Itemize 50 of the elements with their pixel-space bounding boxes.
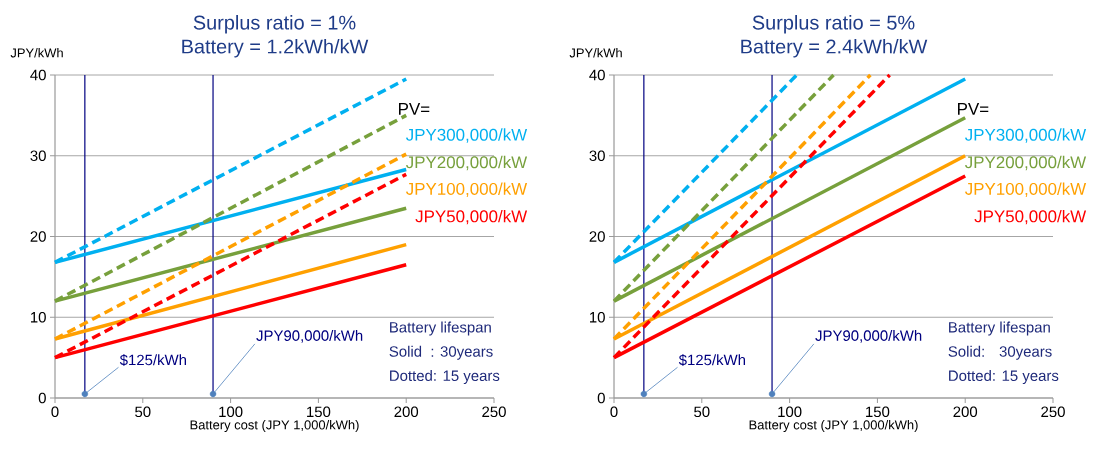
annotation: Battery lifespan [390,321,491,336]
chart-title: Surplus ratio = 5% [752,15,915,34]
x-tick-label: 0 [51,406,59,418]
series-label: JPY100,000/kW [965,182,1087,197]
annotation: Battery lifespan [949,321,1050,336]
chart-title: Surplus ratio = 1% [193,15,356,34]
y-tick-label: 40 [30,69,46,81]
y-tick-label: 20 [589,231,605,242]
chart-subtitle: Battery = 2.4kWh/kW [741,38,928,58]
series-label: JPY200,000/kW [965,155,1087,171]
x-tick-label: 150 [866,406,890,418]
legend-title: PV= [958,103,989,115]
x-tick-label: 50 [694,406,710,418]
x-tick-label: 100 [778,406,802,418]
y-tick-label: 30 [589,150,605,162]
x-tick-label: 250 [482,406,506,418]
text: JPY50,000/kW [415,209,528,225]
x-tick-label: 200 [953,406,978,418]
y-tick-label: 10 [31,311,46,323]
annotation: Dotted: 15 years [949,370,1059,384]
text: JPY300,000/kW [965,128,1087,143]
x-tick-label: 150 [307,406,331,418]
y-tick-label: 0 [597,392,605,404]
x-tick-label: 250 [1041,406,1065,418]
series-label: JPY300,000/kW [405,128,528,143]
x-tick-label: 200 [394,406,419,418]
y-axis-title: JPY/kWh [569,47,622,58]
y-tick-label: 10 [590,311,605,323]
text: JPY50,000/kW [974,209,1087,225]
text: JPY200,000/kW [405,155,528,171]
legend-title: PV= [399,103,430,115]
ref-line-label: JPY90,000/kWh [815,329,922,343]
chart-subtitle: Battery = 1.2kWh/kW [182,38,369,58]
x-tick-label: 100 [219,406,243,418]
annotation: Solid: 30years [948,345,1052,360]
y-tick-label: 0 [38,392,46,404]
y-tick-label: 40 [589,69,605,81]
x-axis-title: Battery cost (JPY 1,000/kWh) [749,419,918,433]
x-tick-label: 50 [135,406,151,418]
annotation: Solid : 30years [389,345,493,360]
y-tick-label: 20 [30,231,46,242]
annotation: Dotted: 15 years [390,370,500,384]
ref-line-label: $125/kWh [678,354,746,367]
y-axis-title: JPY/kWh [10,47,63,58]
ref-line-label: JPY90,000/kWh [256,329,363,343]
x-tick-label: 0 [610,406,618,418]
ref-line-label: $125/kWh [119,354,187,367]
text: JPY100,000/kW [405,182,528,197]
x-axis-title: Battery cost (JPY 1,000/kWh) [190,419,359,433]
y-tick-label: 30 [30,150,46,162]
